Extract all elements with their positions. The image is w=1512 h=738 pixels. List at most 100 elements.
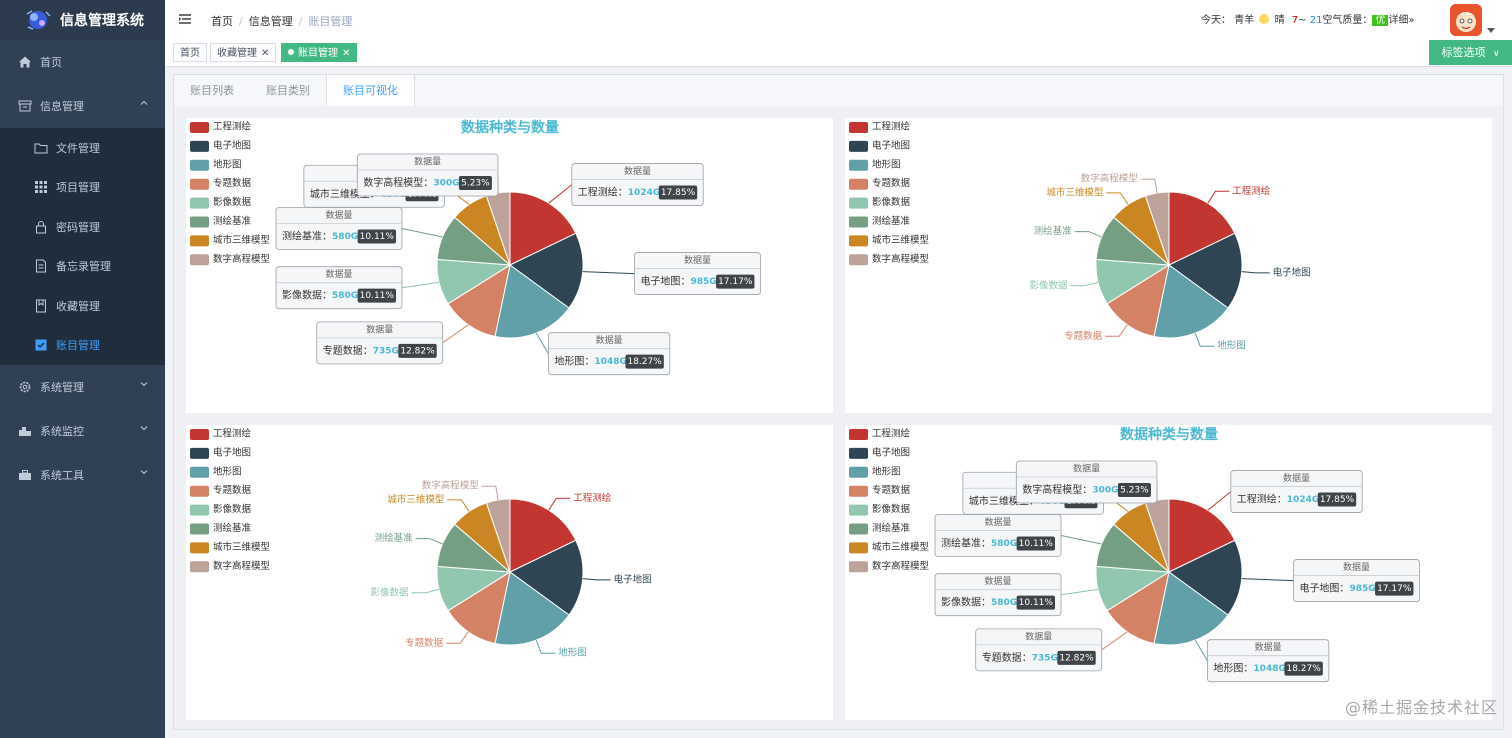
- tab-account-categories[interactable]: 账目类别: [250, 75, 326, 106]
- legend-item[interactable]: 专题数据: [190, 177, 252, 190]
- sidebar-item-passwords[interactable]: 密码管理: [0, 207, 165, 247]
- legend-item[interactable]: 城市三维模型: [849, 541, 930, 554]
- legend-item[interactable]: 电子地图: [849, 446, 910, 459]
- tooltip-value: 580G: [991, 539, 1017, 549]
- tooltip-percent-badge: [1375, 581, 1414, 596]
- slice-label: 电子地图: [614, 573, 652, 585]
- app-logo[interactable]: 信息管理系统: [0, 0, 165, 40]
- tag-favorites[interactable]: 收藏管理 ✕: [210, 43, 277, 62]
- breadcrumb-item[interactable]: 信息管理: [248, 15, 293, 28]
- tag-home[interactable]: 首页: [173, 43, 207, 62]
- legend-item[interactable]: 工程测绘: [190, 121, 252, 134]
- legend-item[interactable]: 城市三维模型: [190, 541, 271, 554]
- tooltip-name: 影像数据：: [282, 289, 332, 302]
- legend-item[interactable]: 工程测绘: [849, 121, 911, 134]
- sidebar-item-memos[interactable]: 备忘录管理: [0, 247, 165, 287]
- legend-item[interactable]: 数字高程模型: [849, 560, 930, 573]
- pie-slice[interactable]: [1106, 263, 1170, 338]
- pie-chart: 工程测绘电子地图地形图专题数据影像数据测绘基准城市三维模型数字高程模型工程测绘电…: [849, 121, 1311, 352]
- tooltip-value: 1024G: [628, 188, 660, 198]
- legend-item[interactable]: 地形图: [849, 465, 901, 478]
- legend-swatch: [190, 122, 209, 133]
- legend-item[interactable]: 影像数据: [190, 503, 252, 516]
- label-line: [1140, 178, 1158, 194]
- legend-swatch: [849, 254, 868, 266]
- legend-item[interactable]: 地形图: [849, 158, 901, 171]
- tag-label: 账目管理: [298, 48, 338, 59]
- tooltip-percent: 10.11%: [360, 232, 395, 242]
- tooltip-percent-badge: [1317, 492, 1357, 507]
- caret-down-icon[interactable]: [1487, 24, 1495, 33]
- pie-slice[interactable]: [447, 570, 511, 645]
- pie-slice[interactable]: [1168, 539, 1243, 616]
- legend-item[interactable]: 数字高程模型: [190, 253, 271, 266]
- slice-label: 数字高程模型: [1081, 173, 1139, 185]
- sidebar-item-projects[interactable]: 项目管理: [0, 168, 165, 208]
- weather-detail-link[interactable]: 详细»: [1388, 15, 1415, 26]
- legend-item[interactable]: 城市三维模型: [190, 234, 271, 247]
- pie-slice[interactable]: [447, 263, 511, 338]
- tooltip-name: 电子地图：: [1299, 582, 1349, 595]
- legend-item[interactable]: 地形图: [190, 158, 242, 171]
- slice-label: 工程测绘: [1232, 185, 1271, 197]
- legend-item[interactable]: 城市三维模型: [849, 234, 930, 247]
- pie-chart: 工程测绘电子地图地形图专题数据影像数据测绘基准城市三维模型数字高程模型工程测绘电…: [190, 428, 652, 659]
- legend-swatch: [190, 216, 209, 228]
- legend-item[interactable]: 测绘基准: [190, 522, 252, 535]
- pie-slice[interactable]: [509, 232, 584, 309]
- sidebar-item-label: 文件管理: [56, 141, 100, 155]
- label-line: [1105, 324, 1128, 337]
- legend-item[interactable]: 专题数据: [849, 484, 911, 497]
- legend-item[interactable]: 数字高程模型: [190, 560, 271, 573]
- legend-item[interactable]: 地形图: [190, 465, 242, 478]
- legend-item[interactable]: 工程测绘: [849, 428, 911, 441]
- legend-label: 电子地图: [872, 446, 910, 458]
- tooltip-percent-badge: [716, 274, 755, 289]
- sidebar-item-favorites[interactable]: 收藏管理: [0, 286, 165, 326]
- legend-item[interactable]: 影像数据: [849, 503, 911, 516]
- legend-item[interactable]: 影像数据: [190, 196, 252, 209]
- pie-slice[interactable]: [1168, 232, 1243, 309]
- tags-view-bar: 首页 收藏管理 ✕ 账目管理 ✕ 标签选项 ∨: [165, 40, 1512, 67]
- legend-item[interactable]: 专题数据: [849, 177, 911, 190]
- legend-item[interactable]: 影像数据: [849, 196, 911, 209]
- sidebar-item-label: 项目管理: [56, 181, 100, 195]
- legend-item[interactable]: 测绘基准: [849, 522, 911, 535]
- legend-label: 地形图: [213, 158, 242, 170]
- legend-swatch: [190, 485, 209, 497]
- close-icon[interactable]: ✕: [342, 48, 351, 59]
- avatar[interactable]: [1450, 4, 1482, 36]
- sidebar-item-system-management[interactable]: 系统管理: [0, 365, 165, 409]
- tooltip-percent: 12.82%: [400, 346, 435, 356]
- legend-item[interactable]: 数字高程模型: [849, 253, 930, 266]
- legend-item[interactable]: 电子地图: [849, 139, 910, 152]
- legend-item[interactable]: 测绘基准: [190, 215, 252, 228]
- pie-slice[interactable]: [1106, 570, 1170, 645]
- sidebar-item-files[interactable]: 文件管理: [0, 128, 165, 168]
- tab-account-list[interactable]: 账目列表: [174, 75, 250, 106]
- breadcrumb-item[interactable]: 首页: [211, 15, 233, 28]
- legend-item[interactable]: 电子地图: [190, 446, 251, 459]
- sidebar-item-system-monitor[interactable]: 系统监控: [0, 409, 165, 453]
- sidebar-item-accounts[interactable]: 账目管理: [0, 326, 165, 366]
- sidebar-item-system-tools[interactable]: 系统工具: [0, 453, 165, 497]
- legend-item[interactable]: 电子地图: [190, 139, 251, 152]
- tag-accounts[interactable]: 账目管理 ✕: [281, 43, 358, 62]
- tag-options-button[interactable]: 标签选项 ∨: [1429, 40, 1512, 65]
- legend-item[interactable]: 专题数据: [190, 484, 252, 497]
- close-icon[interactable]: ✕: [261, 48, 270, 59]
- tab-account-visualization[interactable]: 账目可视化: [326, 75, 415, 107]
- legend-item[interactable]: 工程测绘: [190, 428, 252, 441]
- legend-swatch: [849, 504, 868, 516]
- sidebar-item-home[interactable]: 首页: [0, 40, 165, 84]
- slice-label: 地形图: [558, 647, 587, 659]
- pie-slice[interactable]: [509, 539, 584, 616]
- hamburger-icon[interactable]: [179, 13, 191, 25]
- tooltip-percent: 18.27%: [1286, 664, 1321, 674]
- submenu-info-management: 文件管理 项目管理 密码管理 备忘录管理 收藏管理: [0, 128, 165, 365]
- sidebar-item-info-management[interactable]: 信息管理: [0, 84, 165, 128]
- legend-item[interactable]: 测绘基准: [849, 215, 911, 228]
- legend-swatch: [190, 429, 209, 440]
